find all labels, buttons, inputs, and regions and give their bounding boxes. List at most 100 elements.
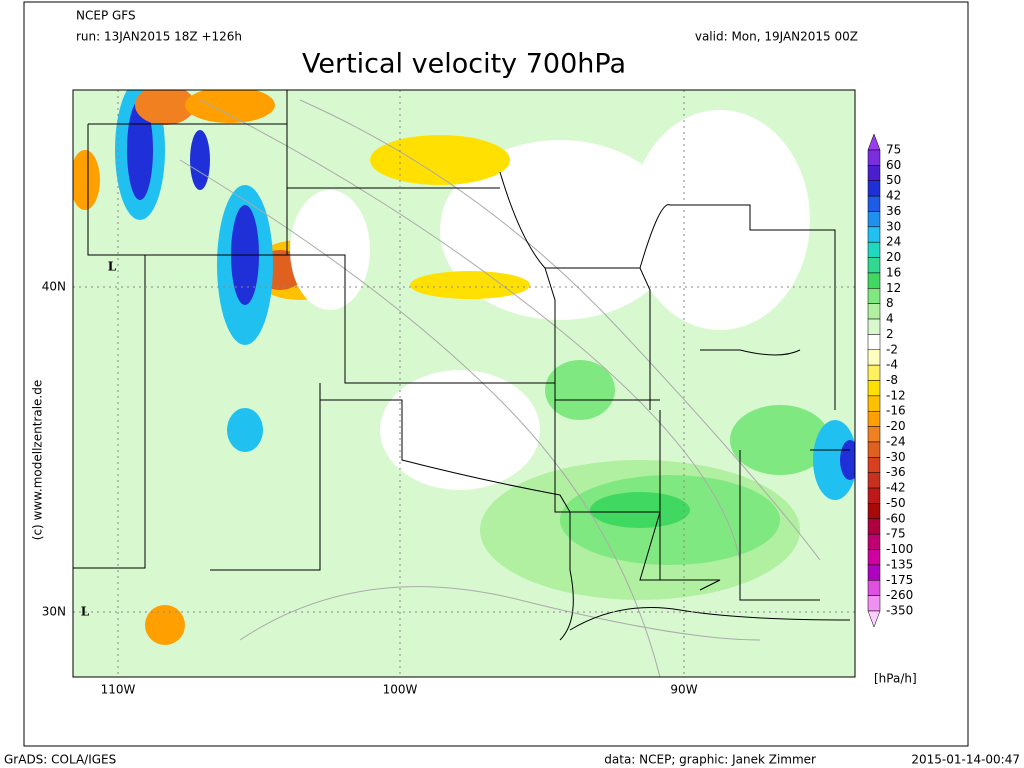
field-area bbox=[73, 150, 100, 210]
colorbar-label: 50 bbox=[886, 173, 901, 187]
lat-label: 30N bbox=[42, 605, 66, 619]
colorbar-label: -135 bbox=[886, 557, 913, 571]
colorbar-label: -42 bbox=[886, 481, 906, 495]
colorbar-cap bbox=[867, 610, 881, 628]
low-marker: L bbox=[108, 260, 117, 274]
lat-label: 40N bbox=[42, 280, 66, 294]
colorbar-swatch bbox=[867, 564, 881, 581]
lon-label: 90W bbox=[670, 683, 697, 697]
field-area bbox=[730, 405, 830, 475]
field-area bbox=[630, 110, 810, 330]
colorbar-label: 60 bbox=[886, 158, 901, 172]
colorbar-label: 42 bbox=[886, 189, 901, 203]
colorbar-swatch bbox=[867, 257, 881, 274]
map: 40N 30N 110W 100W 90W L L (c) www.modell… bbox=[31, 89, 856, 697]
field-area bbox=[290, 190, 370, 310]
colorbar-label: -12 bbox=[886, 388, 906, 402]
colorbar-label: -24 bbox=[886, 434, 906, 448]
colorbar-label: 4 bbox=[886, 312, 894, 326]
field-area bbox=[135, 90, 195, 125]
low-marker: L bbox=[81, 605, 90, 619]
colorbar-swatch bbox=[867, 380, 881, 397]
height-contour bbox=[299, 99, 821, 561]
footer-center: data: NCEP; graphic: Janek Zimmer bbox=[604, 753, 816, 767]
field-area bbox=[185, 90, 275, 123]
colorbar-label: -100 bbox=[886, 542, 913, 556]
colorbar-swatch bbox=[867, 518, 881, 535]
colorbar-swatch bbox=[867, 533, 881, 550]
colorbar-label: 36 bbox=[886, 204, 901, 218]
footer-right: 2015-01-14-00:47 bbox=[911, 753, 1020, 767]
height-contour bbox=[199, 99, 741, 561]
field-area bbox=[813, 420, 855, 500]
colorbar-swatch bbox=[867, 595, 881, 612]
colorbar-label: -50 bbox=[886, 496, 906, 510]
colorbar-label: 75 bbox=[886, 143, 901, 157]
colorbar-label: -36 bbox=[886, 465, 906, 479]
colorbar-swatch bbox=[867, 503, 881, 520]
colorbar-label: -16 bbox=[886, 404, 906, 418]
colorbar-swatch bbox=[867, 472, 881, 489]
colorbar-swatch bbox=[867, 426, 881, 443]
colorbar-swatch bbox=[867, 364, 881, 381]
colorbar-swatch bbox=[867, 226, 881, 243]
colorbar-label: -260 bbox=[886, 588, 913, 602]
colorbar-swatch bbox=[867, 211, 881, 228]
colorbar-swatch bbox=[867, 580, 881, 596]
height-contour bbox=[239, 586, 761, 641]
colorbar-swatch bbox=[867, 395, 881, 412]
colorbar-label: -350 bbox=[886, 604, 913, 618]
colorbar-swatch bbox=[867, 334, 881, 351]
field-area bbox=[410, 271, 530, 299]
colorbar-label: -20 bbox=[886, 419, 906, 433]
colorbar-swatch bbox=[867, 272, 881, 289]
colorbar-swatch bbox=[867, 241, 881, 258]
colorbar-swatch bbox=[867, 410, 881, 427]
run-label: run: 13JAN2015 18Z +126h bbox=[76, 30, 242, 44]
colorbar-label: -75 bbox=[886, 527, 906, 541]
lon-label: 110W bbox=[101, 683, 136, 697]
colorbar-swatch bbox=[867, 303, 881, 320]
colorbar-swatch bbox=[867, 195, 881, 212]
colorbar-swatch bbox=[867, 149, 881, 166]
colorbar-label: 8 bbox=[886, 296, 894, 310]
state-borders bbox=[73, 90, 850, 641]
valid-label: valid: Mon, 19JAN2015 00Z bbox=[695, 30, 858, 44]
colorbar-label: -4 bbox=[886, 358, 898, 372]
field-area bbox=[227, 408, 263, 452]
model-label: NCEP GFS bbox=[76, 9, 136, 23]
colorbar-swatch bbox=[867, 180, 881, 197]
colorbar-label: 24 bbox=[886, 235, 901, 249]
colorbar-swatch bbox=[867, 349, 881, 366]
colorbar-swatch bbox=[867, 487, 881, 504]
field-area bbox=[370, 135, 510, 185]
lon-label: 100W bbox=[383, 683, 418, 697]
field-area bbox=[127, 100, 153, 200]
colorbar-swatch bbox=[867, 318, 881, 335]
field-area bbox=[380, 370, 540, 490]
colorbar-label: -60 bbox=[886, 511, 906, 525]
watermark: (c) www.modellzentrale.de bbox=[31, 380, 45, 540]
colorbar-label: -8 bbox=[886, 373, 898, 387]
colorbar-label: -175 bbox=[886, 573, 913, 587]
field-area bbox=[190, 130, 210, 190]
colorbar-label: 30 bbox=[886, 219, 901, 233]
field-area bbox=[545, 360, 615, 420]
unit-label: [hPa/h] bbox=[874, 672, 917, 686]
colorbar-label: 20 bbox=[886, 250, 901, 264]
colorbar-label: 16 bbox=[886, 265, 901, 279]
colorbar-swatch bbox=[867, 549, 881, 566]
field-area bbox=[590, 492, 690, 528]
coastline bbox=[569, 607, 851, 631]
field-area bbox=[145, 605, 185, 645]
colorbar-label: -2 bbox=[886, 342, 898, 356]
colorbar: 75605042363024201612842-2-4-8-12-16-20-2… bbox=[867, 133, 913, 628]
colorbar-swatch bbox=[867, 441, 881, 458]
colorbar-swatch bbox=[867, 457, 881, 473]
footer-left: GrADS: COLA/IGES bbox=[4, 753, 116, 767]
colorbar-swatch bbox=[867, 165, 881, 181]
colorbar-label: 12 bbox=[886, 281, 901, 295]
colorbar-label: 2 bbox=[886, 327, 894, 341]
map-frame bbox=[72, 89, 856, 678]
